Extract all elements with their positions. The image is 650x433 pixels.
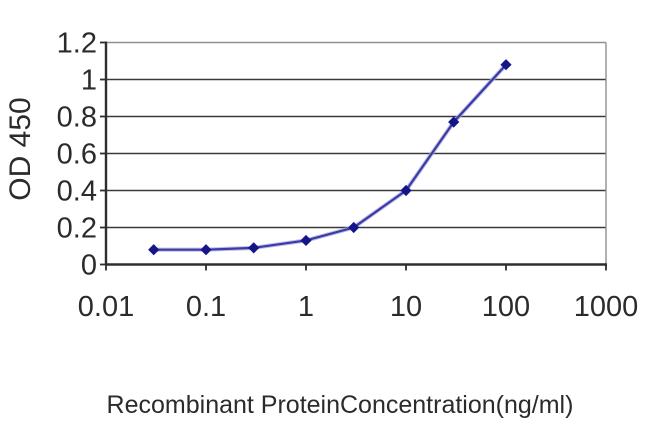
data-point-marker [448, 116, 460, 128]
y-axis-title: OD 450 [4, 97, 37, 201]
x-tick-label: 100 [482, 291, 530, 323]
y-tick-label: 0.4 [57, 176, 97, 208]
y-tick-label: 1 [81, 65, 97, 97]
y-tick-label: 0.8 [57, 102, 97, 134]
data-point-marker [248, 242, 260, 254]
x-tick-label: 10 [390, 291, 422, 323]
data-point-marker [148, 244, 160, 256]
data-point-marker [500, 59, 512, 71]
data-point-marker [300, 234, 312, 247]
x-tick-label: 1000 [574, 291, 639, 323]
data-point-marker [348, 221, 360, 234]
x-axis-title: Recombinant ProteinConcentration(ng/ml) [106, 391, 574, 419]
series-line [153, 63, 507, 251]
y-tick-label: 1.2 [57, 28, 97, 60]
y-tick-label: 0 [81, 250, 97, 282]
data-point-marker [200, 244, 212, 256]
x-tick-label: 0.1 [186, 291, 226, 323]
x-tick-label: 0.01 [78, 291, 134, 323]
y-tick-label: 0.6 [57, 139, 97, 171]
data-point-marker [400, 184, 412, 197]
x-tick-label: 1 [298, 291, 314, 323]
y-tick-label: 0.2 [57, 213, 97, 245]
